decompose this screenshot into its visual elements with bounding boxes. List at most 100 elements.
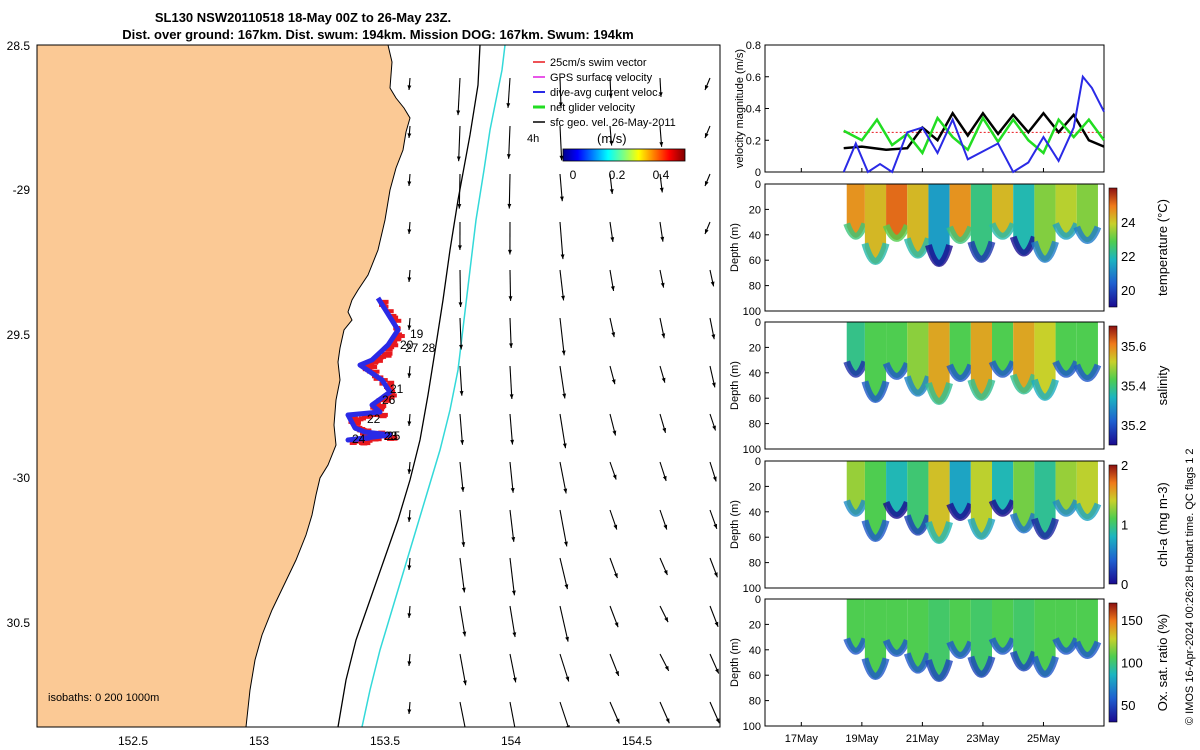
legend-label: GPS surface velocity [550, 72, 653, 84]
vector-arrowhead [704, 181, 709, 186]
y-tick-label: 40 [749, 368, 761, 380]
profile-bottom [843, 222, 869, 240]
x-tick-label: 19May [845, 733, 879, 745]
profile-bottom [861, 242, 890, 265]
y-tick-label: 0 [755, 594, 761, 606]
vector-arrowhead [407, 133, 412, 138]
profile-bottom [1073, 363, 1102, 382]
y-tick-label: 0 [755, 456, 761, 468]
profile-frame [764, 321, 1105, 450]
profile-cell [928, 461, 950, 543]
swim-vector [381, 352, 389, 357]
y-tick-label: 100 [743, 583, 761, 595]
vector-arrowhead [464, 729, 468, 734]
vector-arrowhead [460, 440, 465, 445]
vector-arrow [559, 557, 568, 590]
legend-label: sfc geo. vel. 26-May-2011 [550, 117, 676, 129]
profile-bottom [1009, 235, 1038, 257]
vector-arrowhead [508, 296, 513, 301]
vector-arrowhead [712, 476, 717, 482]
credit-line: © IMOS 16-Apr-2024 00:26:28 Hobart time.… [1184, 448, 1196, 725]
profile-cell [928, 322, 950, 404]
vector-arrow [458, 125, 461, 162]
vector-arrowhead [512, 677, 517, 683]
profile-cell [1034, 599, 1056, 677]
colorbar-tick: 20 [1121, 283, 1135, 298]
colorbar-label: Ox. sat. ratio (%) [1155, 614, 1170, 712]
vector-arrow [457, 77, 461, 116]
vector-arrow [459, 413, 464, 445]
swim-vector [397, 334, 405, 339]
vector-arrowhead [456, 110, 461, 116]
map-land [37, 45, 411, 727]
vector-arrow [559, 509, 568, 547]
swim-vector [363, 441, 371, 446]
colorbar-label: temperature (°C) [1155, 199, 1170, 296]
vector-arrowhead [614, 622, 619, 628]
profile-frame [764, 460, 1105, 589]
vector-arrow [459, 557, 465, 593]
legend-label: dive-avg current veloc. [550, 87, 661, 99]
profile-cell [1013, 461, 1035, 533]
vector-arrowhead [407, 373, 412, 378]
vector-arrow [559, 317, 565, 356]
velocity-line [842, 74, 1105, 174]
y-tick-label: 80 [749, 696, 761, 708]
vector-arrowhead [510, 439, 515, 445]
swim-vector [379, 354, 387, 359]
profile-cell [864, 599, 887, 679]
isobath-1000m [361, 45, 506, 727]
vector-arrowhead [615, 670, 619, 676]
lat-tick-label: 28.5 [7, 39, 31, 53]
profile-y-label: Depth (m) [729, 638, 741, 687]
y-tick-label: 100 [743, 444, 761, 456]
y-tick-label: 0.2 [746, 135, 761, 147]
colorbar-tick: 1 [1121, 518, 1128, 533]
profile-bottom [925, 521, 953, 545]
y-tick-label: 80 [749, 419, 761, 431]
profile-bottom [861, 657, 890, 680]
vector-arrow [509, 653, 517, 683]
swim-vector [391, 343, 399, 348]
lon-tick-label: 154.5 [622, 734, 652, 748]
swim-vector [387, 345, 395, 350]
profile-bottom [1073, 502, 1102, 521]
vector-arrow [559, 365, 566, 399]
vector-arrowhead [660, 282, 665, 288]
profile-cell [949, 599, 971, 658]
profile-bottom [1052, 222, 1080, 240]
colorbar-tick: 50 [1121, 698, 1135, 713]
profile-cell [864, 184, 887, 264]
vector-arrowhead [661, 333, 666, 339]
swim-vector [356, 417, 364, 422]
vector-arrow [509, 557, 515, 596]
vector-arrowhead [613, 524, 618, 530]
vector-arrowhead [704, 133, 709, 138]
vector-arrow [508, 125, 511, 159]
vector-arrowhead [615, 718, 620, 724]
profile-bottom [1031, 240, 1059, 263]
y-tick-label: 80 [749, 558, 761, 570]
profile-bottom [946, 640, 975, 659]
vector-arrowhead [662, 427, 667, 433]
vector-arrowhead [512, 632, 517, 638]
vector-arrow [459, 461, 464, 492]
track-line [345, 296, 401, 443]
vector-arrow [559, 125, 563, 161]
vector-arrowhead [506, 154, 511, 159]
vector-arrowhead [407, 661, 412, 666]
vector-arrowhead [457, 204, 462, 209]
profile-cell [1055, 461, 1077, 515]
profile-bottom [882, 223, 911, 242]
legend-label: 25cm/s swim vector [550, 57, 647, 69]
profile-bottom [1073, 225, 1102, 244]
colorbar-tick: 24 [1121, 215, 1135, 230]
vector-arrowhead [511, 537, 516, 542]
profile-bottom [967, 378, 996, 401]
profile-cell [886, 599, 908, 655]
y-tick-label: 40 [749, 645, 761, 657]
profile-bottom [946, 225, 975, 244]
swim-vector [391, 315, 399, 320]
y-tick-label: 0 [755, 179, 761, 191]
profile-cell [907, 184, 929, 258]
